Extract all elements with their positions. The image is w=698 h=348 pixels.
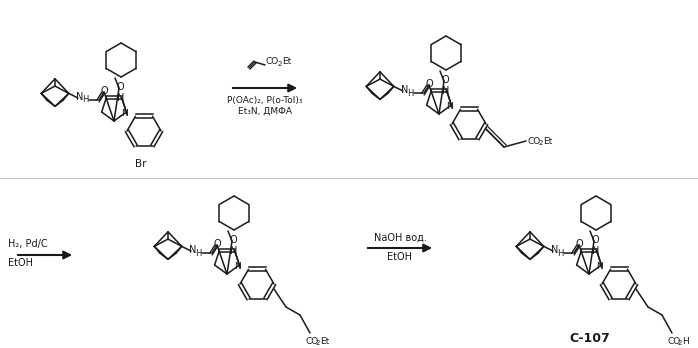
Text: N: N — [401, 85, 409, 95]
Text: Et: Et — [320, 337, 329, 346]
Text: N: N — [121, 109, 128, 118]
Text: O: O — [441, 75, 449, 85]
Text: O: O — [575, 239, 583, 249]
Text: O: O — [425, 79, 433, 89]
Text: H: H — [195, 248, 201, 258]
Text: O: O — [591, 235, 599, 245]
Text: N: N — [446, 102, 453, 111]
Text: N: N — [117, 94, 124, 103]
Text: CO: CO — [667, 337, 681, 346]
Text: O: O — [101, 86, 107, 96]
Text: 2: 2 — [278, 61, 283, 67]
Text: H₂, Pd/C: H₂, Pd/C — [8, 239, 47, 249]
Text: 2: 2 — [678, 340, 683, 346]
Text: H: H — [82, 95, 88, 104]
Text: N: N — [551, 245, 558, 255]
Text: Br: Br — [135, 159, 147, 169]
Text: P(OAc)₂, P(o-Tol)₃: P(OAc)₂, P(o-Tol)₃ — [228, 95, 303, 104]
Text: NaOH вод.: NaOH вод. — [373, 233, 426, 243]
Text: Et₃N, ДМФА: Et₃N, ДМФА — [238, 106, 292, 116]
Text: H: H — [557, 248, 563, 258]
Text: C-107: C-107 — [570, 332, 610, 345]
Text: O: O — [213, 239, 221, 249]
Text: N: N — [76, 92, 84, 102]
Text: EtOH: EtOH — [387, 252, 413, 262]
Text: O: O — [229, 235, 237, 245]
Text: 2: 2 — [316, 340, 320, 346]
Text: Et: Et — [543, 136, 552, 145]
Text: N: N — [230, 246, 237, 256]
Text: 2: 2 — [539, 140, 543, 146]
Text: CO: CO — [528, 136, 541, 145]
Text: N: N — [592, 246, 600, 256]
Text: H: H — [682, 337, 689, 346]
Text: CO: CO — [305, 337, 318, 346]
Text: N: N — [189, 245, 197, 255]
Text: O: O — [116, 82, 124, 92]
Text: H: H — [407, 88, 413, 97]
Text: Et: Et — [282, 57, 291, 66]
Text: N: N — [596, 261, 603, 270]
Text: N: N — [442, 87, 450, 96]
Text: N: N — [234, 261, 241, 270]
Text: EtOH: EtOH — [8, 258, 33, 268]
Text: CO: CO — [265, 57, 279, 66]
